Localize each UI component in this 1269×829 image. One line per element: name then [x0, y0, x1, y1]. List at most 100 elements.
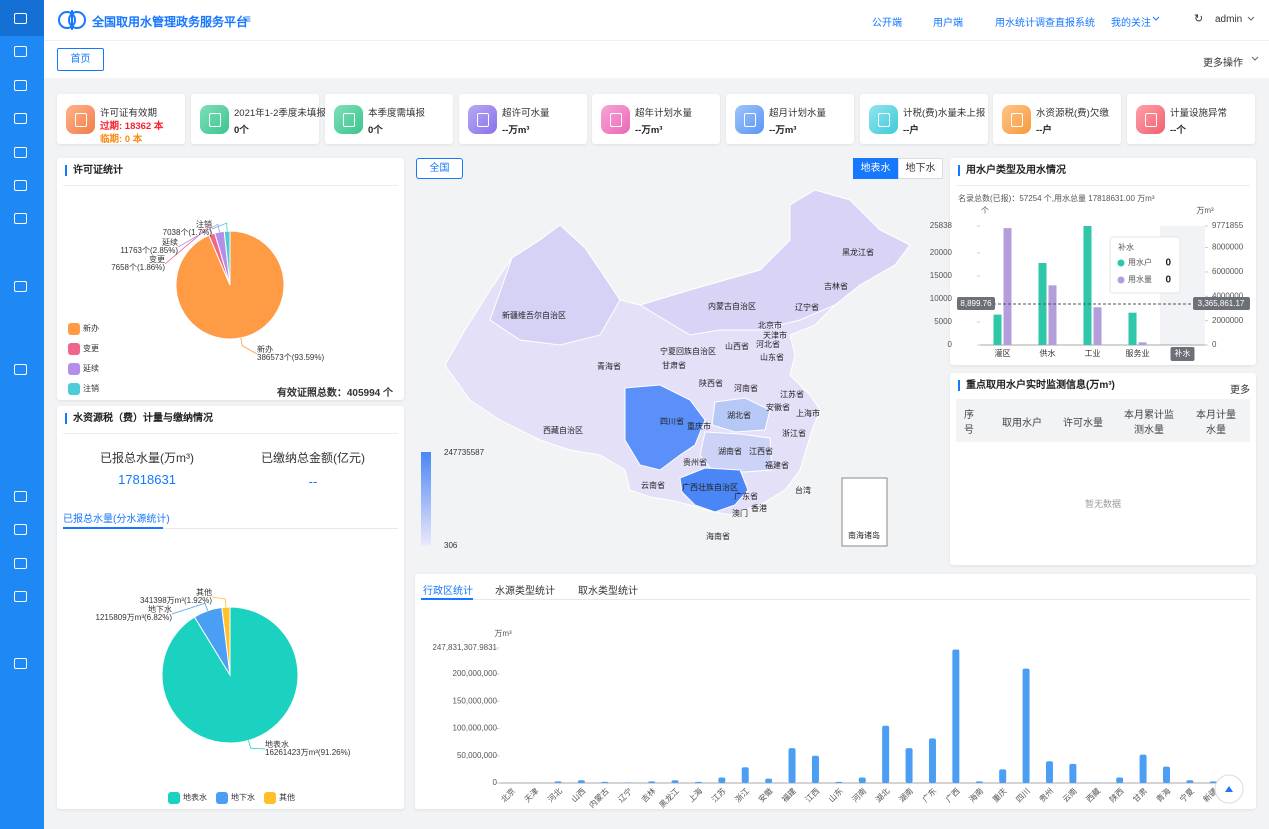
nav-icon[interactable] [14, 13, 27, 24]
bar [999, 769, 1007, 783]
toggle[interactable]: 地下水 [898, 158, 943, 179]
tab-active[interactable]: 行政区统计 [423, 586, 473, 597]
nav-icon[interactable] [14, 147, 27, 158]
more-link[interactable]: 更多 [1230, 385, 1250, 396]
map-region[interactable] [679, 467, 749, 513]
tab-home[interactable]: 首页 [57, 48, 104, 71]
bar [1093, 307, 1102, 345]
tooltip-dot [1117, 259, 1125, 267]
tab[interactable]: 水源类型统计 [495, 586, 555, 597]
map-region[interactable] [489, 224, 621, 346]
x-tick-label: 贵州 [1037, 786, 1055, 804]
refresh-icon[interactable]: ↻ [1194, 13, 1204, 25]
card-icon [66, 105, 95, 134]
nav-icon[interactable] [14, 524, 27, 535]
more-actions[interactable]: 更多操作 [1203, 58, 1243, 69]
region-label: 陕西省 [699, 378, 723, 388]
nav-icon[interactable] [14, 364, 27, 375]
region-label: 新疆维吾尔自治区 [502, 310, 566, 320]
bar [952, 649, 960, 783]
leader-line [248, 740, 266, 750]
bar [1083, 226, 1092, 345]
slice-name: 注销 [196, 219, 212, 229]
card-title: 水资源税(费)欠缴 [1036, 108, 1109, 119]
scope-button[interactable]: 全国 [416, 158, 463, 179]
nav-link[interactable]: 我的关注 [1111, 18, 1151, 29]
tab[interactable]: 取水类型统计 [578, 586, 638, 597]
bar [1128, 312, 1137, 345]
nav-icon[interactable] [14, 213, 27, 224]
stat-card: 超许可水量 --万m³ [459, 94, 587, 144]
nav-icon[interactable] [14, 281, 27, 292]
stat-value: -- [308, 474, 318, 489]
region-label: 福建省 [765, 460, 789, 470]
x-tick-label: 江苏 [709, 786, 727, 804]
region-label: 山西省 [725, 341, 749, 351]
card-title: 超月计划水量 [769, 108, 827, 119]
y-tick-label: 100,000,000 [453, 724, 498, 733]
region-label: 安徽省 [766, 402, 790, 412]
x-tick-label: 广西 [943, 786, 961, 804]
card-title: 本季度需填报 [368, 108, 426, 119]
nav-icon[interactable] [14, 46, 27, 57]
card-title: 超许可水量 [502, 108, 550, 119]
mark-badge [957, 297, 995, 311]
map-region[interactable] [638, 189, 911, 336]
inset-label: 南海诸岛 [848, 530, 880, 540]
x-tick-label: 辽宁 [616, 786, 634, 804]
legend-label: 新办 [83, 323, 99, 333]
stat-value: 17818631 [118, 472, 176, 487]
chevron [1152, 16, 1160, 21]
nav-link[interactable]: 用户端 [933, 18, 963, 29]
nav-icon[interactable] [14, 491, 27, 502]
nav-icon[interactable] [14, 113, 27, 124]
card-value: 0个 [368, 125, 383, 136]
nav-icon[interactable] [14, 658, 27, 669]
x-tick-label: 工业 [1085, 348, 1101, 358]
region-label: 宁夏回族自治区 [660, 346, 716, 356]
x-tick-label: 河北 [546, 786, 564, 804]
stat-label: 已缴纳总金额(亿元) [261, 451, 365, 465]
divider [63, 528, 398, 529]
nav-icon[interactable] [14, 180, 27, 191]
nav-icon[interactable] [14, 591, 27, 602]
y-tick-label: 200,000,000 [453, 669, 498, 678]
y2-tick-label: 2000000 [1212, 316, 1244, 325]
sub-tab[interactable]: 已报总水量(分水源统计) [63, 514, 170, 525]
x-tick-label: 山东 [826, 786, 844, 804]
region-label: 云南省 [641, 480, 665, 490]
region-label: 河北省 [756, 339, 780, 349]
sidebar-active[interactable] [0, 0, 44, 36]
header: 全国取用水管理政务服务平台 ≡ 公开端 用户端 用水统计调查直报系统 我的关注 … [44, 0, 1269, 41]
x-tick-label: 湖南 [897, 786, 915, 804]
x-tick-label: 补水 [1175, 348, 1191, 358]
y-tick-label: 15000 [930, 271, 953, 280]
bar [1038, 263, 1047, 345]
region-label: 甘肃省 [662, 360, 686, 370]
total-label: 有效证照总数： [276, 388, 347, 399]
nav-icon[interactable] [14, 558, 27, 569]
y2-tick-label: 0 [1212, 340, 1217, 349]
card-value: 0个 [234, 125, 249, 136]
toggle-active[interactable]: 地表水 [853, 158, 898, 179]
region-label: 内蒙古自治区 [708, 301, 756, 311]
user-name[interactable]: admin [1215, 14, 1243, 25]
slice-name: 变更 [149, 254, 165, 264]
nav-link[interactable]: 公开端 [872, 18, 902, 29]
map-region[interactable] [699, 431, 773, 473]
y2-tick-label: 6000000 [1212, 267, 1244, 276]
y2-axis-unit: 万m³ [1196, 206, 1214, 215]
chevron [1247, 16, 1255, 21]
legend-swatch [68, 363, 80, 375]
bar [1022, 668, 1030, 783]
nav-icon[interactable] [14, 80, 27, 91]
card-icon [334, 105, 363, 134]
nav-link[interactable]: 用水统计调查直报系统 [995, 18, 1095, 29]
map-region[interactable] [711, 397, 771, 433]
x-tick-label: 宁夏 [1177, 786, 1195, 804]
table-column: 序号 [964, 410, 974, 436]
menu-toggle[interactable]: ≡ [244, 12, 252, 26]
map-region[interactable] [624, 384, 706, 471]
total: 有效证照总数：405994 个 [277, 384, 393, 399]
